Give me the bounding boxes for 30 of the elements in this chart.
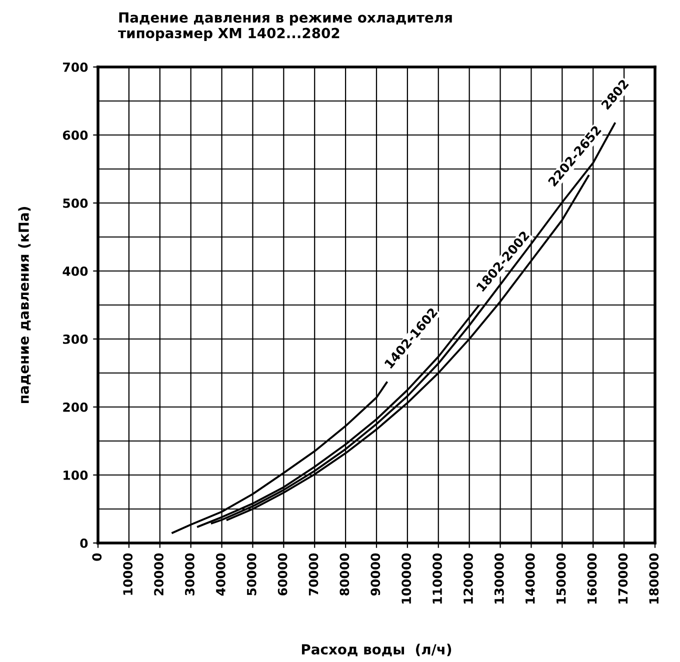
- x-tick-label: 20000: [154, 553, 164, 596]
- x-tick-label: 60000: [278, 553, 288, 596]
- x-tick-label: 140000: [525, 553, 535, 604]
- x-tick-label: 180000: [649, 553, 659, 604]
- y-tick-label: 200: [63, 402, 88, 412]
- y-tick-label: 0: [80, 538, 88, 548]
- x-axis-title: Расход воды (л/ч): [302, 644, 452, 656]
- x-tick-label: 80000: [340, 553, 350, 596]
- x-tick-label: 10000: [123, 553, 133, 595]
- chart-title: Падение давления в режиме охладителя типоразмер XM 1402...2802: [118, 12, 452, 41]
- x-tick-label: 170000: [618, 553, 628, 604]
- x-tick-label: 0: [92, 553, 102, 561]
- y-tick-label: 100: [64, 470, 88, 480]
- y-tick-label: 400: [62, 266, 88, 276]
- y-tick-label: 300: [63, 334, 88, 344]
- x-tick-label: 100000: [402, 553, 412, 604]
- y-axis-title: падение давления (кПа): [18, 207, 31, 404]
- x-tick-label: 120000: [464, 553, 473, 604]
- x-tick-label: 110000: [432, 553, 442, 604]
- x-tick-label: 160000: [587, 553, 597, 604]
- y-tick-label: 500: [63, 198, 88, 208]
- x-tick-label: 70000: [308, 553, 318, 596]
- x-tick-label: 30000: [185, 553, 194, 596]
- x-tick-label: 150000: [556, 553, 566, 604]
- x-tick-label: 50000: [246, 553, 256, 596]
- x-tick-label: 40000: [216, 553, 226, 596]
- y-tick-label: 600: [62, 130, 88, 140]
- x-tick-label: 90000: [370, 553, 380, 596]
- x-tick-label: 130000: [494, 553, 504, 604]
- y-tick-label: 700: [63, 62, 88, 72]
